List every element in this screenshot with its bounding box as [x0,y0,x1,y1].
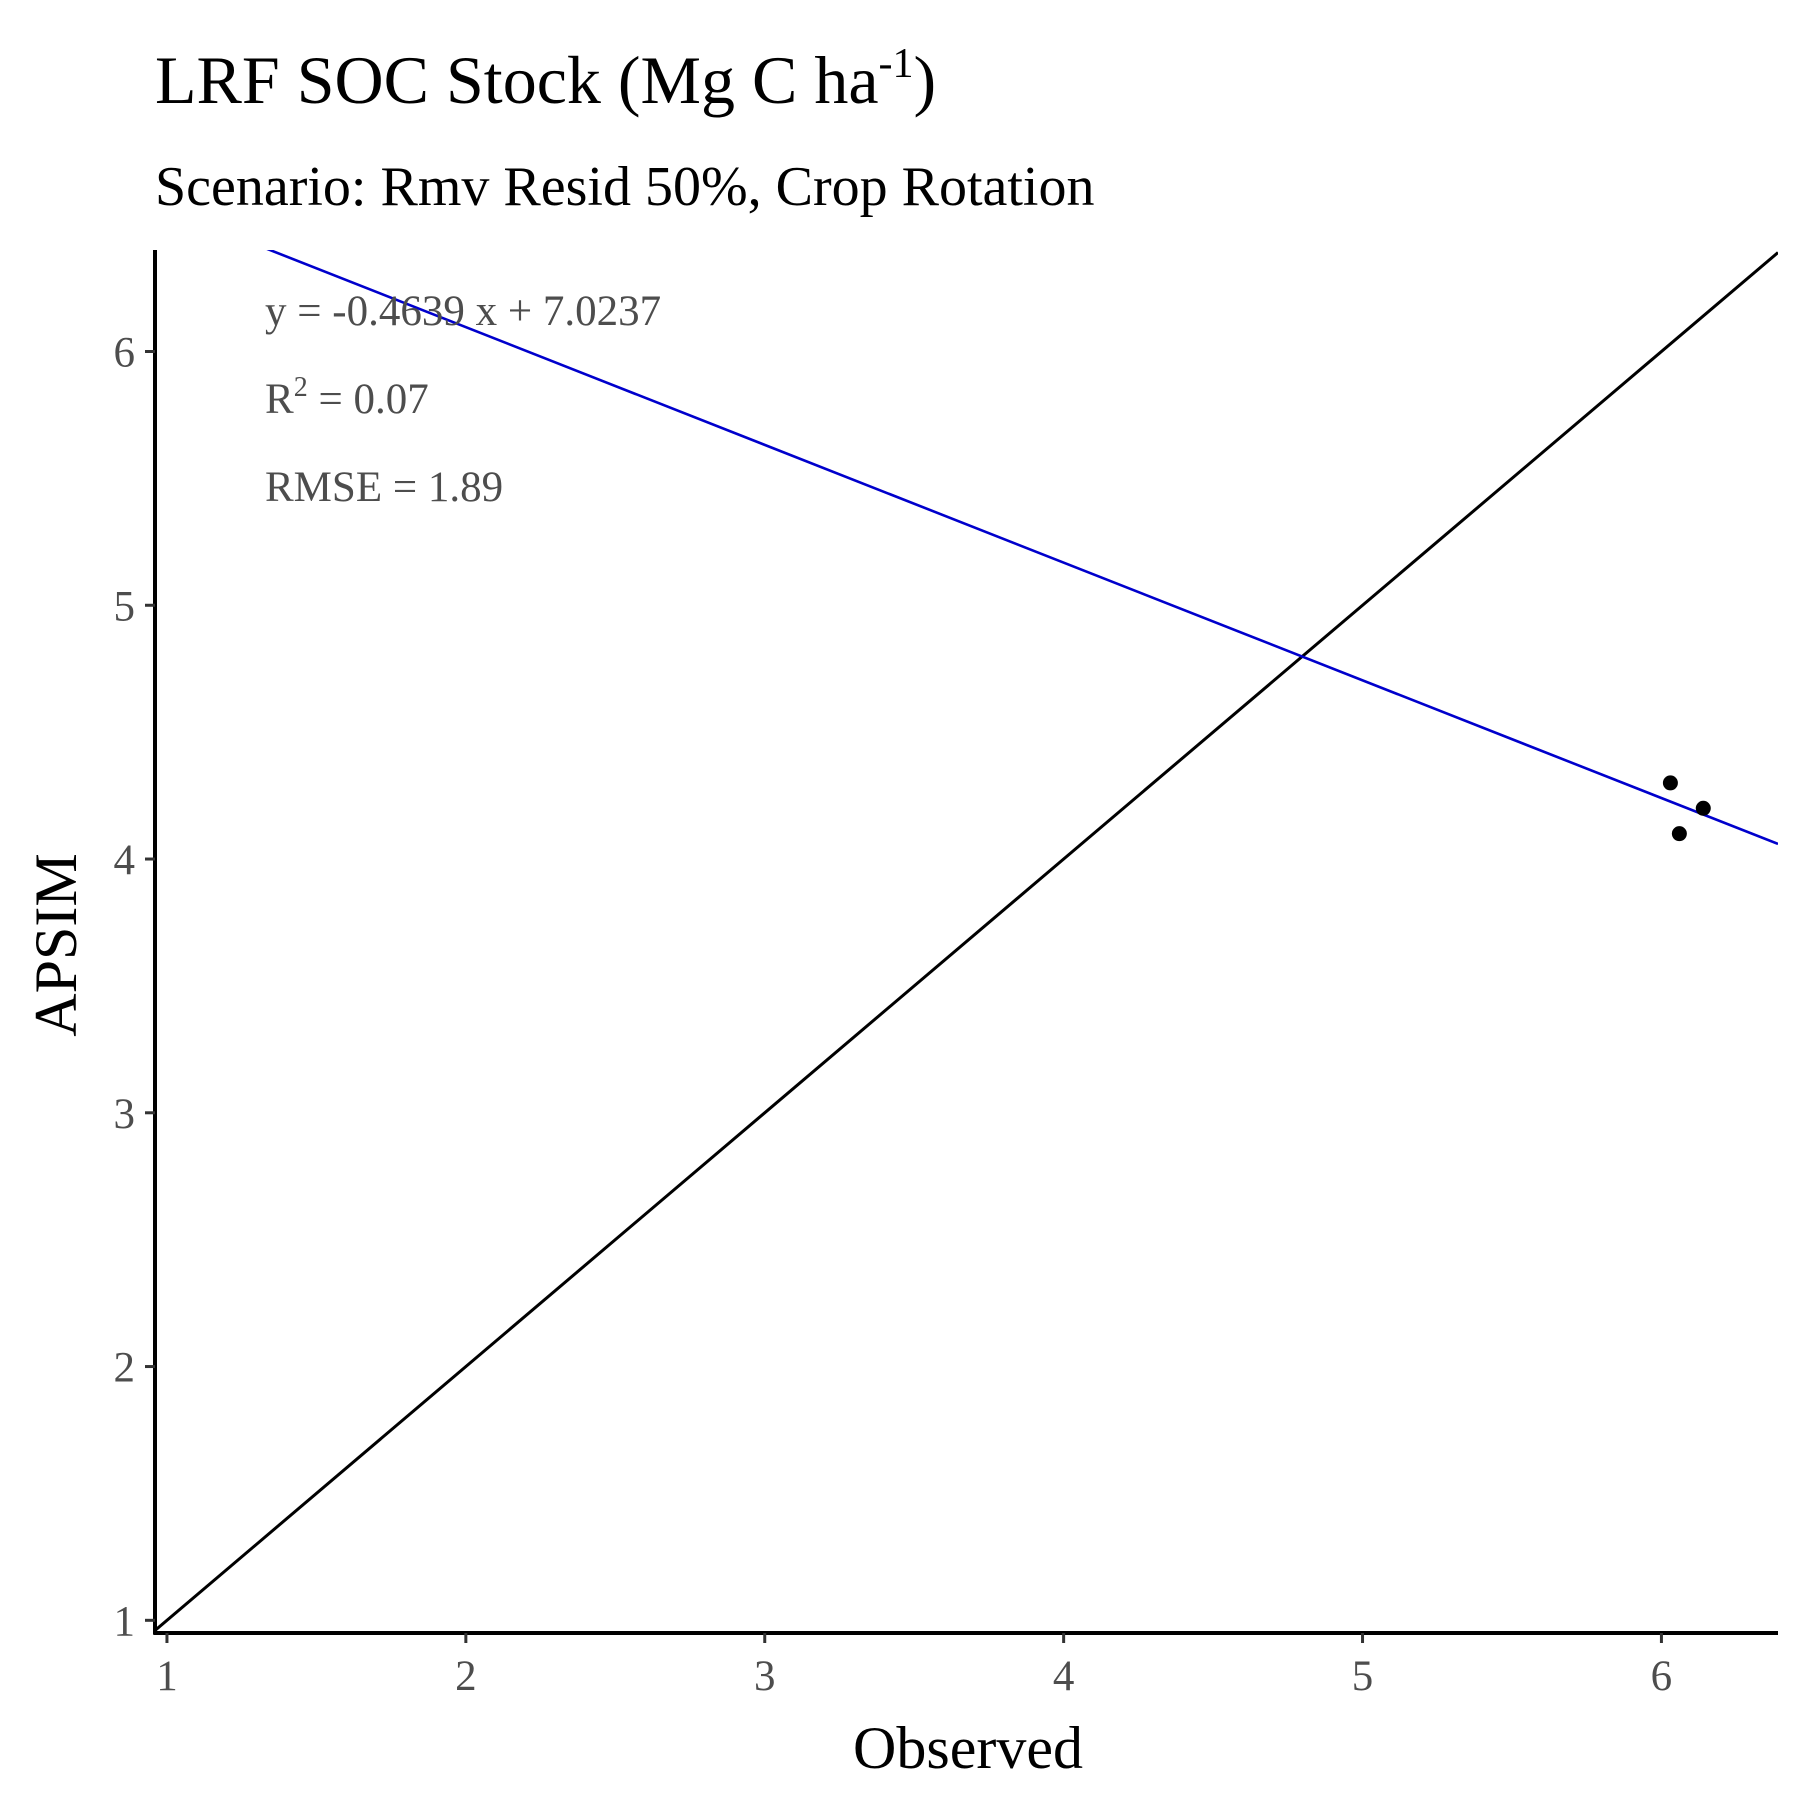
rmse-label: RMSE = 1.89 [265,464,503,511]
x-axis-title: Observed [853,1715,1083,1781]
chart-subtitle: Scenario: Rmv Resid 50%, Crop Rotation [155,156,1094,218]
data-point-3 [1695,800,1711,816]
x-tick-label-3: 3 [754,1653,776,1700]
x-tick-label-2: 2 [455,1653,477,1700]
y-tick-label-6: 6 [114,330,136,377]
identity-line [155,251,1778,1632]
y-tick-label-2: 2 [114,1345,136,1392]
r-squared-letter: R [265,376,294,423]
data-point-2 [1671,826,1687,842]
x-tick-label-5: 5 [1352,1653,1374,1700]
regression-line [266,250,1778,846]
chart-title: LRF SOC Stock (Mg C ha-1) [155,41,936,118]
regression-equation: y = -0.4639 x + 7.0237 [265,288,661,335]
chart-title-suffix: ) [914,42,937,118]
y-tick-label-3: 3 [114,1091,136,1138]
data-point-1 [1662,775,1678,791]
y-tick-label-1: 1 [114,1598,136,1645]
r-squared-label: R2 = 0.07 [265,372,429,423]
y-tick-label-4: 4 [114,837,136,884]
x-tick-label-1: 1 [156,1653,178,1700]
r-squared-superscript: 2 [294,372,308,403]
x-tick-label-6: 6 [1651,1653,1673,1700]
chart-title-main: LRF SOC Stock (Mg C ha [155,42,879,118]
chart-title-superscript: -1 [879,41,914,87]
x-tick-label-4: 4 [1053,1653,1075,1700]
y-axis-title: APSIM [23,853,89,1036]
plot-area: 1 2 3 4 5 6 1 2 3 4 5 6 [114,250,1778,1700]
y-tick-label-5: 5 [114,583,136,630]
r-squared-value: = 0.07 [308,376,429,423]
